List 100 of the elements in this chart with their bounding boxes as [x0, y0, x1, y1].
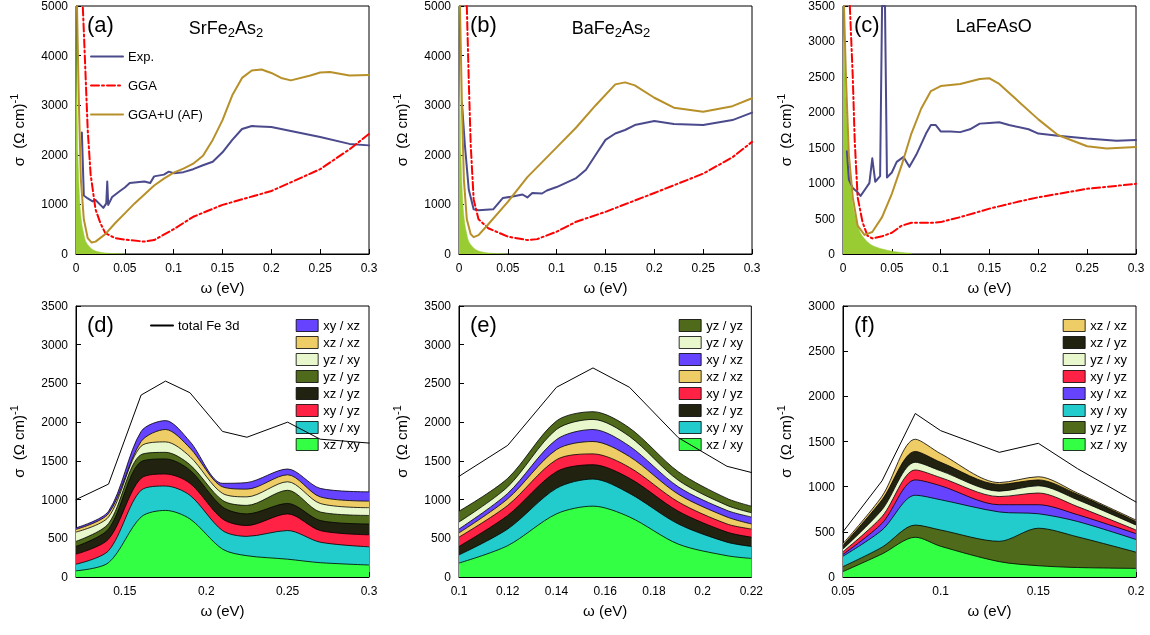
line-series: [845, 5, 1137, 197]
x-tick-label: 0.3: [1127, 261, 1145, 275]
line-series: [80, 125, 370, 209]
legend-label: yz / yz: [706, 318, 744, 333]
legend-label: xy / xz: [1089, 386, 1127, 401]
x-tick-label: 0.1: [165, 261, 183, 275]
x-tick-label: 0.25: [1075, 261, 1099, 275]
y-tick-label: 4000: [424, 48, 452, 63]
x-tick-label: 0: [72, 261, 80, 275]
x-tick-label: 0.05: [496, 261, 521, 275]
x-tick-label: 0.14: [545, 584, 569, 598]
y-axis-title: σ (Ω cm)-1: [7, 93, 27, 167]
x-tick-label: 0.2: [1029, 261, 1047, 275]
annotation: (b): [470, 11, 498, 37]
y-tick-label: 1500: [41, 453, 69, 468]
annotation: (e): [470, 311, 498, 337]
y-tick-label: 2000: [807, 389, 835, 404]
y-tick-label: 2000: [41, 147, 69, 162]
legend-label: yz / xy: [706, 335, 744, 350]
legend-label: xy / yz: [1089, 369, 1127, 384]
x-tick-label: 0: [455, 261, 463, 275]
legend-label: xz / yz: [706, 403, 744, 418]
legend-label: xy / xz: [323, 318, 361, 333]
x-tick-label: 0.3: [360, 584, 378, 598]
x-tick-label: 0.15: [977, 261, 1002, 275]
legend-label: yz / xy: [1089, 352, 1128, 367]
x-tick-label: 0.22: [739, 584, 764, 598]
legend-label: xz / xz: [323, 335, 361, 350]
y-tick-label: 2500: [424, 376, 452, 391]
legend-label: xy / xy: [706, 420, 744, 435]
y-tick-label: 3000: [807, 34, 835, 49]
x-tick-label: 0.15: [1026, 584, 1050, 598]
y-axis-title: σ (Ω cm)-1: [390, 405, 410, 478]
legend-label: yz / yz: [1089, 420, 1127, 435]
y-tick-label: 0: [827, 570, 835, 584]
y-tick-label: 3000: [41, 337, 69, 352]
x-axis-title: ω (eV): [967, 602, 1012, 619]
annotation: (c): [853, 11, 880, 37]
y-axis-title: σ (Ω cm)-1: [774, 405, 794, 478]
y-tick-label: 1000: [424, 197, 452, 212]
y-tick-label: 500: [814, 524, 835, 539]
y-axis-title: σ (Ω cm)-1: [7, 405, 27, 478]
x-tick-label: 0.05: [113, 261, 137, 275]
legend-label: GGA: [128, 78, 158, 93]
legend-label: xz / yz: [323, 386, 361, 401]
x-tick-label: 0.15: [210, 261, 235, 275]
x-tick-label: 0.12: [496, 584, 521, 598]
y-tick-label: 2000: [424, 415, 452, 430]
legend-label: xz / xy: [323, 437, 361, 452]
y-tick-label: 500: [431, 531, 452, 546]
x-tick-label: 0: [839, 261, 847, 275]
legend-label: Exp.: [128, 49, 155, 64]
x-tick-label: 0.05: [830, 584, 855, 598]
legend-label: total Fe 3d: [178, 318, 240, 333]
x-tick-label: 0.3: [360, 261, 378, 275]
y-tick-label: 500: [814, 211, 835, 226]
legend-label: xz / xy: [706, 437, 744, 452]
legend-label: yz / yz: [323, 369, 361, 384]
legend-label: yz / xy: [323, 352, 361, 367]
y-tick-label: 0: [444, 247, 452, 261]
legend-label: xy / yz: [323, 403, 361, 418]
y-tick-label: 2500: [807, 344, 835, 359]
y-tick-label: 1500: [424, 453, 452, 468]
y-tick-label: 1000: [807, 176, 835, 191]
legend-label: xy / xy: [323, 420, 361, 435]
legend-label: xz / xz: [706, 369, 744, 384]
x-tick-label: 0.2: [1127, 584, 1145, 598]
legend-label: xz / yz: [1089, 335, 1127, 350]
y-tick-label: 3000: [424, 337, 452, 352]
y-tick-label: 1000: [807, 479, 835, 494]
x-tick-label: 0.15: [113, 584, 137, 598]
x-tick-label: 0.2: [646, 261, 664, 275]
x-axis-title: ω (eV): [200, 279, 245, 296]
y-tick-label: 2500: [41, 376, 69, 391]
y-axis-title: σ (Ω cm)-1: [390, 93, 410, 167]
legend-label: xz / xy: [1089, 437, 1128, 452]
x-axis-title: ω (eV): [583, 602, 628, 619]
legend-label: GGA+U (AF): [128, 107, 203, 122]
y-tick-label: 1000: [41, 197, 69, 212]
x-tick-label: 0.18: [642, 584, 667, 598]
y-tick-label: 2000: [807, 105, 835, 120]
legend-label: xy / xy: [1089, 403, 1128, 418]
x-tick-label: 0.25: [691, 261, 716, 275]
y-tick-label: 5000: [424, 0, 452, 13]
y-tick-label: 3000: [424, 98, 452, 113]
y-tick-label: 1500: [807, 434, 835, 449]
x-tick-label: 0.25: [308, 261, 333, 275]
x-tick-label: 0.16: [593, 584, 618, 598]
y-tick-label: 3000: [807, 299, 835, 313]
y-tick-label: 0: [444, 570, 452, 584]
x-tick-label: 0.2: [197, 584, 215, 598]
x-tick-label: 0.1: [931, 261, 949, 275]
text: LaFeAsO: [955, 16, 1032, 36]
annotation: (d): [87, 311, 114, 337]
x-tick-label: 0.15: [594, 261, 618, 275]
y-tick-label: 2000: [41, 415, 69, 430]
y-tick-label: 3500: [424, 299, 452, 313]
x-axis-title: ω (eV): [967, 279, 1012, 296]
legend-label: xy / xz: [706, 352, 744, 367]
y-tick-label: 0: [61, 570, 69, 584]
